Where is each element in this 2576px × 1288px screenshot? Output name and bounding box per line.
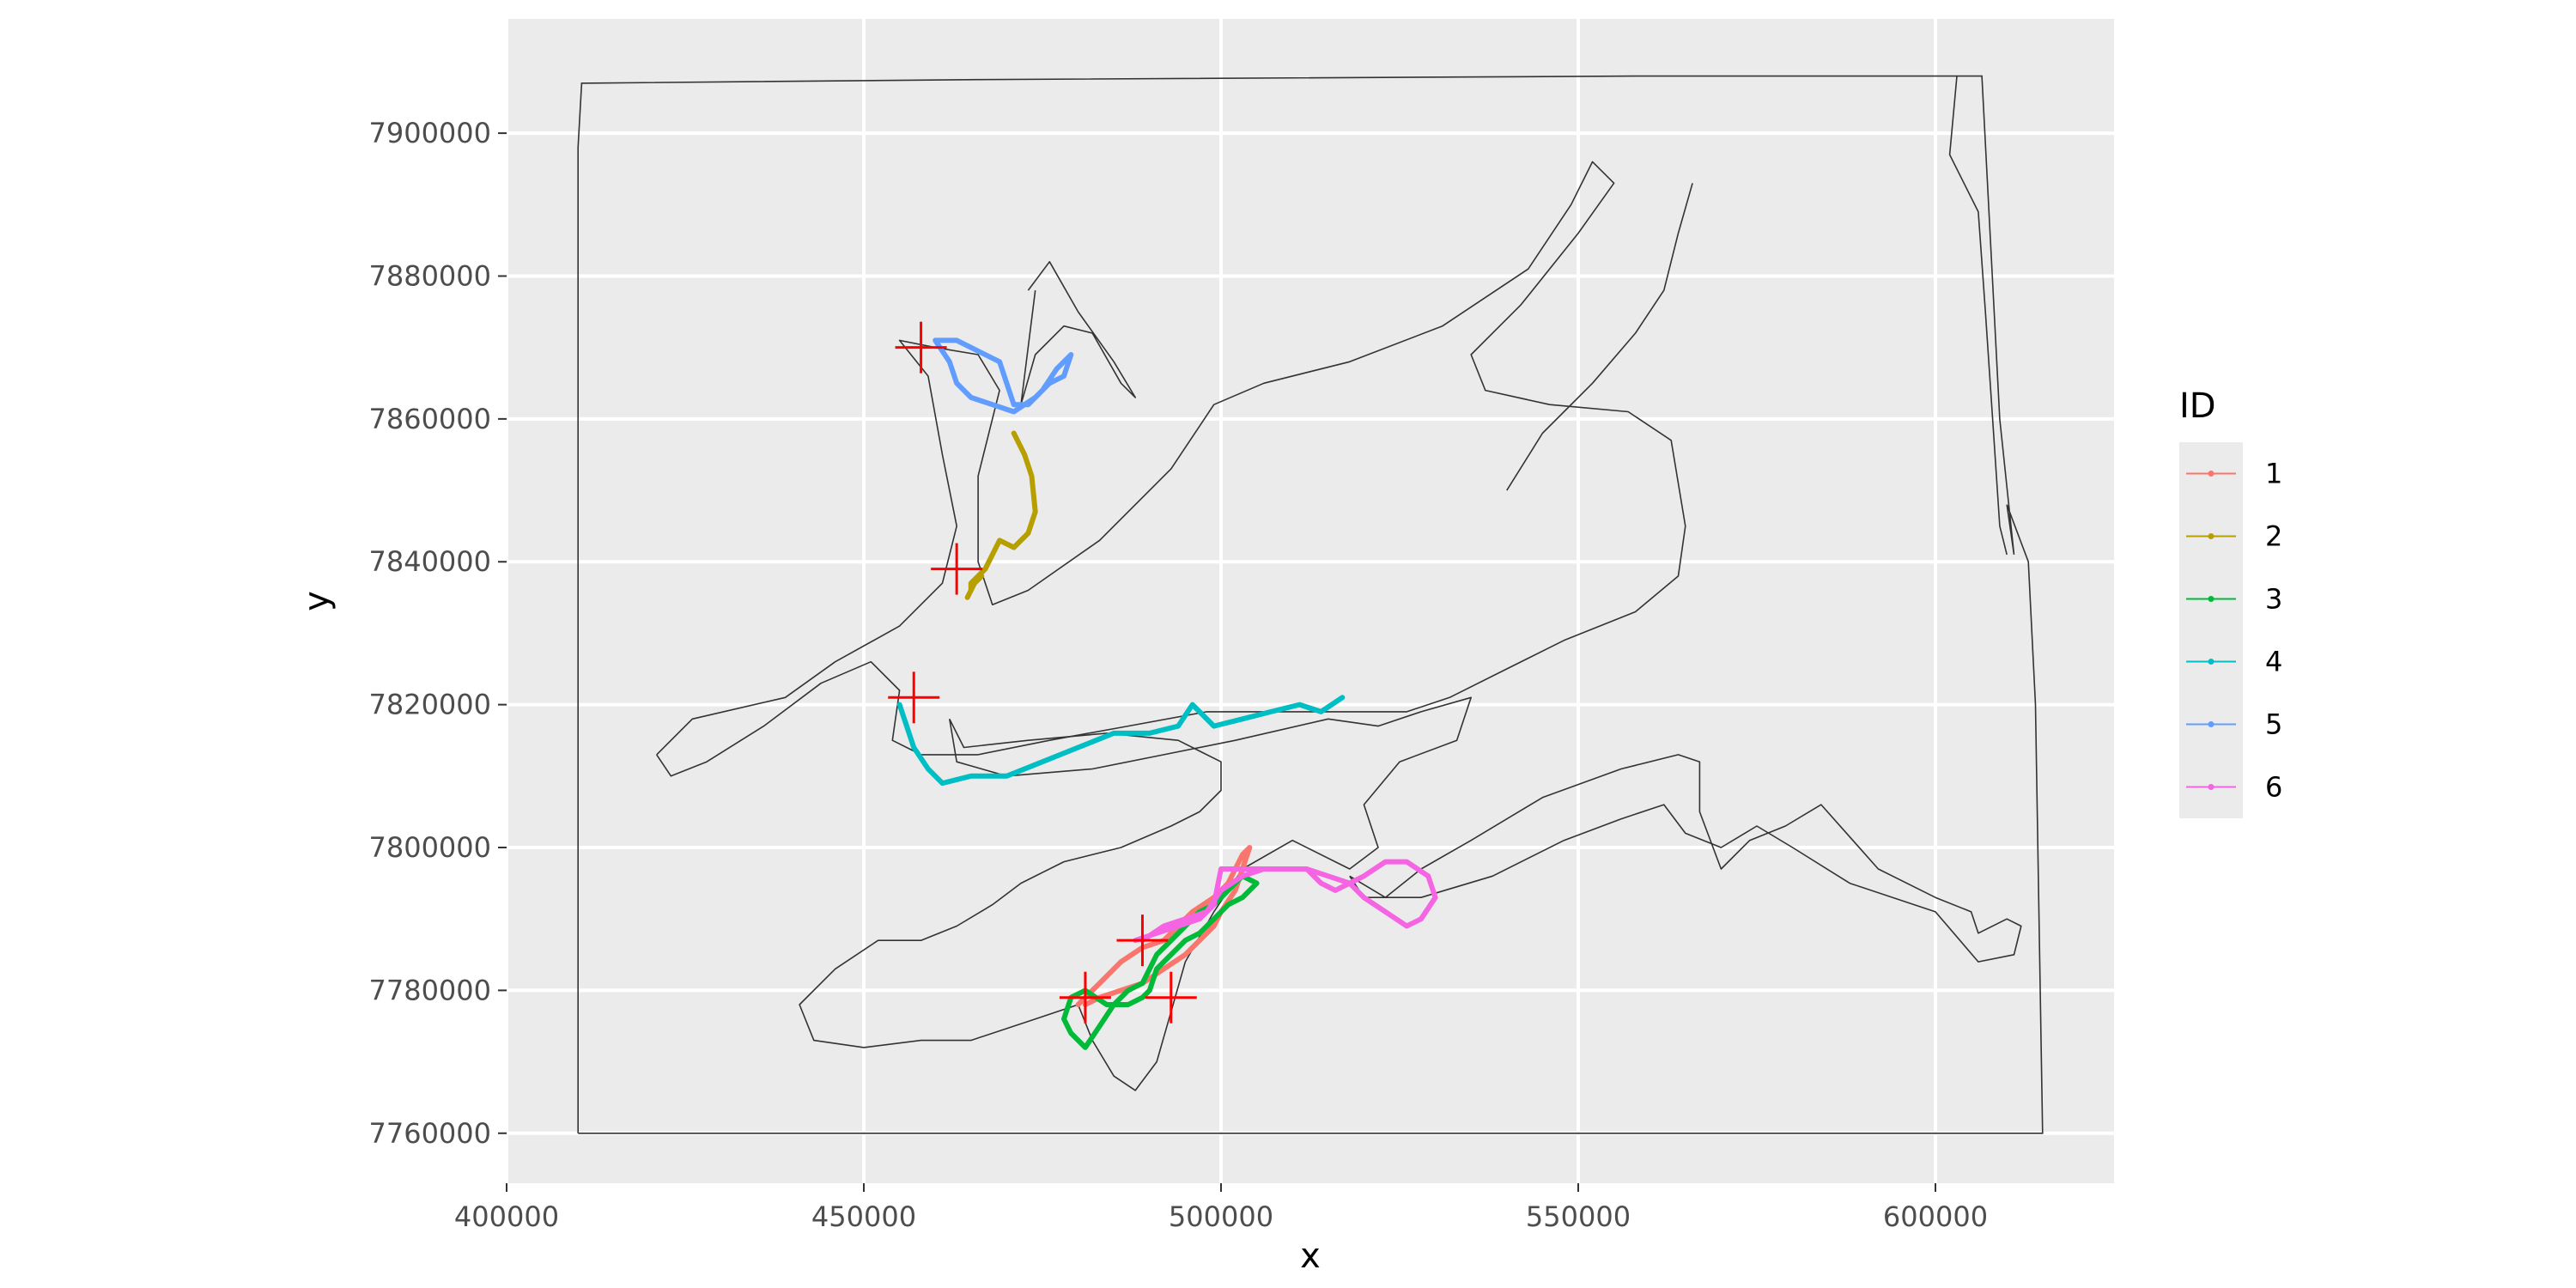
- y-tick-label: 7800000: [368, 831, 491, 864]
- x-axis: 400000 450000 500000 550000 600000: [454, 1183, 1988, 1233]
- x-tick-label: 400000: [454, 1200, 559, 1233]
- release-marker: [1145, 971, 1197, 1024]
- legend: ID 1 2 3 4 5 6: [2179, 386, 2282, 818]
- track-line-5: [933, 337, 1074, 415]
- legend-key-background: [2179, 442, 2243, 818]
- y-axis: 7760000 7780000 7800000 7820000 7840000 78600…: [368, 117, 507, 1150]
- legend-item-3: 3: [2186, 583, 2282, 616]
- release-marker: [1116, 914, 1169, 967]
- legend-title: ID: [2179, 386, 2216, 426]
- y-tick-label: 7900000: [368, 117, 491, 149]
- y-tick-label: 7840000: [368, 545, 491, 578]
- legend-item-1: 1: [2186, 458, 2282, 490]
- x-axis-title: x: [1300, 1236, 1321, 1276]
- legend-key-point: [2208, 471, 2215, 477]
- release-marker: [1059, 971, 1111, 1024]
- legend-key-point: [2208, 533, 2215, 539]
- legend-label: 6: [2265, 771, 2282, 804]
- legend-label: 2: [2265, 520, 2282, 553]
- legend-key-point: [2208, 721, 2215, 727]
- track-layer: [896, 337, 1438, 1050]
- y-axis-title: y: [297, 591, 337, 611]
- track-line-6: [1133, 859, 1438, 944]
- track-line-2: [964, 430, 1038, 600]
- x-tick-label: 600000: [1883, 1200, 1988, 1233]
- release-marker: [888, 671, 940, 724]
- release-marker: [931, 543, 983, 595]
- x-tick-label: 450000: [811, 1200, 916, 1233]
- track-line-3: [1061, 873, 1260, 1050]
- y-tick-label: 7860000: [368, 403, 491, 435]
- legend-key-point: [2208, 784, 2215, 790]
- marker-layer: [888, 321, 1197, 1024]
- coastline: [1349, 754, 2022, 963]
- track-line-4: [896, 695, 1346, 787]
- release-marker: [895, 321, 947, 374]
- y-tick-label: 7760000: [368, 1117, 491, 1150]
- legend-item-4: 4: [2186, 646, 2282, 678]
- y-tick-label: 7880000: [368, 259, 491, 292]
- legend-label: 4: [2265, 646, 2282, 678]
- coastline: [1506, 183, 1693, 491]
- y-tick-label: 7820000: [368, 689, 491, 721]
- panel-background: [507, 19, 2114, 1183]
- legend-key-point: [2208, 659, 2215, 665]
- legend-item-2: 2: [2186, 520, 2282, 553]
- legend-label: 1: [2265, 458, 2282, 490]
- legend-item-6: 6: [2186, 771, 2282, 804]
- x-tick-label: 500000: [1169, 1200, 1273, 1233]
- study-area-boundary: [577, 75, 2044, 1134]
- legend-item-5: 5: [2186, 708, 2282, 741]
- coastline: [656, 161, 1686, 777]
- y-tick-label: 7780000: [368, 974, 491, 1006]
- coastline: [1020, 261, 1136, 405]
- legend-label: 3: [2265, 583, 2282, 616]
- x-tick-label: 550000: [1526, 1200, 1631, 1233]
- legend-label: 5: [2265, 708, 2282, 741]
- coastline: [1948, 76, 2008, 556]
- legend-key-point: [2208, 596, 2215, 602]
